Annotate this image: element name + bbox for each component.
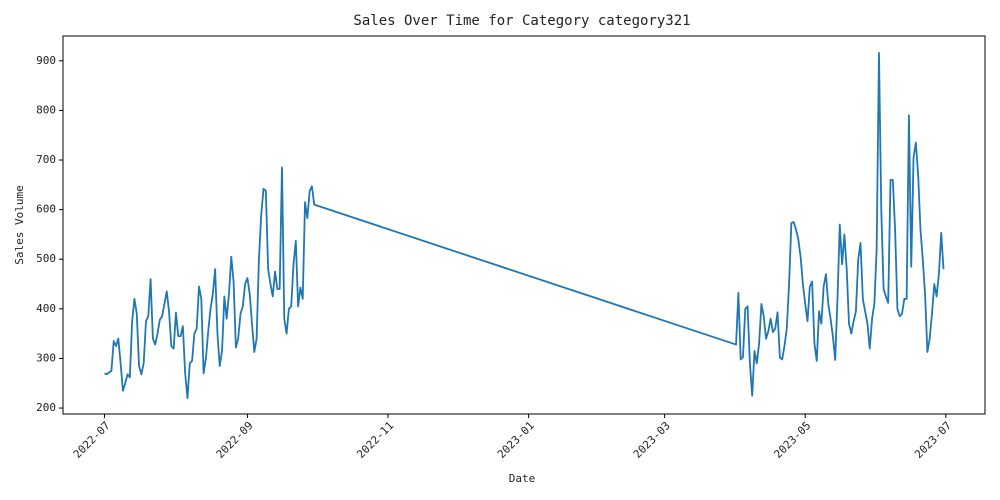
plot-frame xyxy=(62,35,986,415)
y-tick-label: 500 xyxy=(36,252,56,265)
y-tick-label: 900 xyxy=(36,54,56,67)
y-tick-label: 400 xyxy=(36,302,56,315)
x-axis-label: Date xyxy=(509,472,536,485)
series-line xyxy=(104,51,945,400)
y-axis-label: Sales Volume xyxy=(13,185,26,264)
chart-title: Sales Over Time for Category category321 xyxy=(353,13,690,29)
y-tick-label: 600 xyxy=(36,203,56,216)
y-tick-label: 800 xyxy=(36,103,56,116)
y-tick-label: 200 xyxy=(36,401,56,414)
y-tick-label: 700 xyxy=(36,153,56,166)
y-tick-label: 300 xyxy=(36,351,56,364)
